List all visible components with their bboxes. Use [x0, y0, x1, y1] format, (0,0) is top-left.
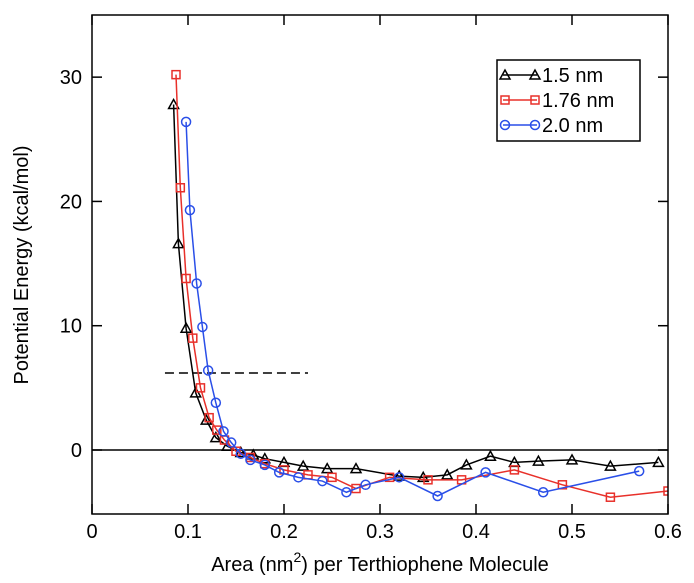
- legend-label: 2.0 nm: [542, 115, 603, 137]
- x-label-part: ) per Terthiophene Molecule: [301, 554, 549, 576]
- marker: [199, 413, 213, 425]
- marker: [209, 431, 223, 443]
- marker: [349, 462, 363, 474]
- marker: [202, 365, 214, 376]
- marker: [180, 116, 192, 128]
- marker: [225, 437, 237, 448]
- marker: [663, 486, 668, 496]
- marker: [204, 412, 214, 423]
- marker: [172, 237, 185, 249]
- marker: [258, 452, 272, 464]
- marker: [197, 321, 208, 333]
- marker: [351, 483, 361, 494]
- y-tick-label: 20: [60, 191, 82, 213]
- marker: [259, 459, 271, 471]
- marker: [484, 449, 497, 461]
- series-line: [172, 104, 659, 479]
- marker: [167, 97, 180, 110]
- marker: [605, 492, 616, 502]
- x-label-part: Area (nm: [211, 554, 293, 576]
- x-label-superscript: 2: [293, 549, 301, 565]
- marker: [440, 468, 454, 480]
- y-tick-label: 10: [60, 316, 82, 338]
- marker: [212, 425, 222, 435]
- legend-label: 1.5 nm: [542, 65, 603, 87]
- marker: [532, 454, 545, 466]
- marker: [423, 475, 433, 485]
- marker: [171, 69, 181, 80]
- marker: [384, 472, 395, 483]
- x-tick-label: 0.6: [654, 521, 682, 543]
- marker: [327, 472, 337, 483]
- plot-area: [92, 69, 668, 502]
- marker: [181, 273, 191, 284]
- marker: [460, 458, 473, 470]
- x-tick-label: 0.3: [366, 521, 394, 543]
- marker: [184, 204, 196, 216]
- marker: [633, 465, 645, 477]
- y-tick-label: 30: [60, 67, 82, 89]
- marker: [188, 333, 198, 343]
- marker: [245, 454, 256, 466]
- marker: [218, 426, 229, 437]
- y-tick-label: 0: [71, 440, 82, 462]
- marker: [499, 119, 511, 131]
- marker: [393, 472, 405, 483]
- marker: [557, 480, 568, 490]
- marker: [191, 278, 202, 289]
- x-axis-label: Area (nm2) per Terthiophene Molecule: [211, 549, 549, 576]
- x-tick-label: 0.5: [558, 521, 586, 543]
- legend-label: 1.76 nm: [542, 90, 614, 112]
- marker: [537, 487, 549, 498]
- series-line: [175, 74, 668, 498]
- series-line: [185, 121, 640, 497]
- marker: [179, 321, 193, 333]
- marker: [320, 462, 334, 474]
- marker: [652, 455, 665, 468]
- marker: [293, 472, 304, 483]
- x-tick-label: 0.1: [174, 521, 202, 543]
- marker: [210, 397, 222, 409]
- marker: [195, 383, 206, 393]
- marker: [565, 453, 579, 465]
- marker: [317, 475, 328, 487]
- marker: [175, 183, 186, 193]
- marker: [529, 119, 541, 131]
- marker: [360, 479, 371, 491]
- marker: [480, 467, 491, 478]
- marker: [530, 95, 540, 105]
- marker: [416, 470, 430, 483]
- marker: [235, 448, 247, 459]
- marker: [500, 95, 510, 105]
- marker: [432, 490, 443, 502]
- marker: [528, 68, 542, 80]
- x-tick-label: 0.2: [270, 521, 298, 543]
- marker: [273, 467, 285, 478]
- marker: [341, 487, 352, 498]
- marker: [604, 459, 617, 471]
- marker: [296, 459, 310, 471]
- x-tick-label: 0.4: [462, 521, 490, 543]
- marker: [498, 68, 512, 80]
- marker: [509, 465, 520, 475]
- x-tick-label: 0: [86, 521, 97, 543]
- y-axis-label: Potential Energy (kcal/mol): [11, 146, 33, 385]
- marker: [392, 469, 406, 481]
